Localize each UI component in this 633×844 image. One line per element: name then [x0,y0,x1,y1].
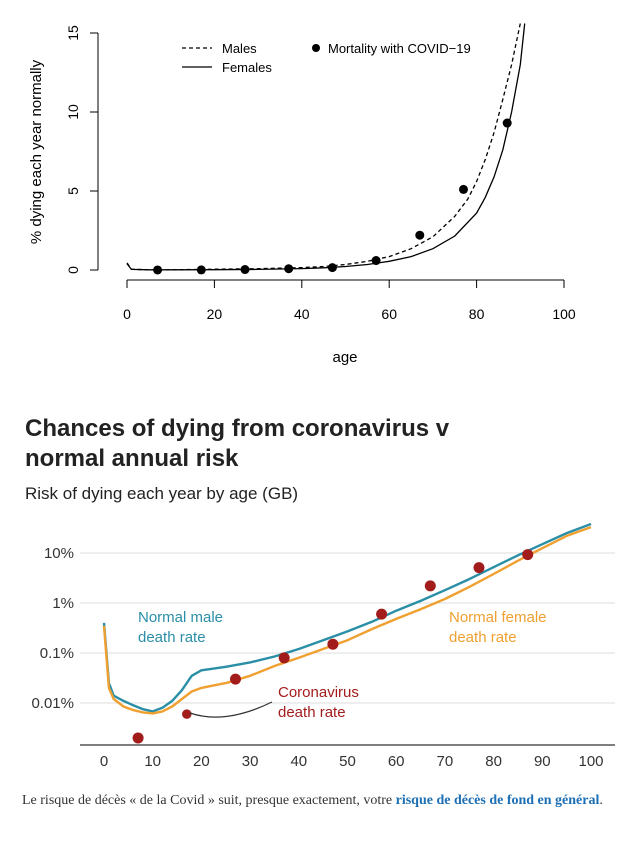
x-tick-label: 0 [123,306,131,322]
covid-point [278,652,290,664]
covid-point [180,707,194,721]
covid-point [371,256,381,266]
female-death-rate-line [102,525,592,715]
x-tick-label: 90 [534,753,551,770]
covid-point [327,638,339,650]
legend-males-label: Males [222,41,257,56]
annotation-male: Normal male death rate [138,609,223,646]
male-death-rate-line [102,522,592,713]
series-line-females [126,23,526,271]
x-tick-label: 80 [469,306,485,322]
annotation-female: Normal female death rate [449,609,547,646]
covid-point [522,549,534,561]
y-tick-label: 0.01% [31,695,74,712]
caption-end: . [599,793,603,808]
legend-covid-label: Mortality with COVID−19 [328,41,471,56]
y-tick-label: 0.1% [40,645,74,662]
series-line-males [126,23,521,271]
covid-point [132,732,144,744]
x-tick-label: 10 [144,753,161,770]
y-tick-label: 1% [52,595,74,612]
x-tick-label: 60 [381,306,397,322]
legend: Males Females Mortality with COVID−19 [182,41,471,75]
x-tick-label: 50 [339,753,356,770]
covid-point [502,118,512,128]
covid-point [424,580,436,592]
x-axis-label: age [332,349,357,366]
y-tick-label: 0 [65,266,81,274]
figure-caption: Le risque de décès « de la Covid » suit,… [22,790,622,812]
covid-point [376,608,388,620]
caption-link[interactable]: risque de décès de fond en général [395,793,600,808]
x-tick-label: 100 [578,753,603,770]
x-tick-label: 100 [552,306,576,322]
x-tick-label: 80 [485,753,502,770]
covid-point [229,673,241,685]
covid-point [458,184,468,194]
annotation-covid: Coronavirus death rate [278,684,359,721]
x-tick-label: 0 [100,753,108,770]
chart-log-mortality: Chances of dying from coronavirus v norm… [25,415,615,770]
gridlines [80,552,615,704]
covid-point [415,230,425,240]
x-tick-label: 70 [437,753,454,770]
y-axis: 0.01% 0.1% 1% 10% [31,545,74,712]
x-tick-label: 60 [388,753,405,770]
y-tick-label: 10 [65,104,81,120]
covid-point [240,265,250,275]
legend-covid-marker [312,44,320,52]
annotations: Normal male death rate Normal female death… [138,609,547,721]
annotation-covid-pointer [189,701,273,718]
caption-text: Le risque de décès « de la Covid » suit,… [22,793,396,808]
x-tick-label: 40 [290,753,307,770]
chart-title: Chances of dying from coronavirus v norm… [25,415,456,472]
x-tick-label: 20 [207,306,223,322]
covid-point [284,264,294,274]
x-axis: 0 20 40 60 80 100 [123,279,576,322]
covid-point [473,562,485,574]
covid-point [196,265,206,275]
x-axis: 0 10 20 30 40 50 60 70 80 90 100 [100,753,604,770]
legend-females-label: Females [222,60,272,75]
y-tick-label: 10% [44,545,74,562]
y-tick-label: 5 [65,187,81,195]
x-tick-label: 20 [193,753,210,770]
y-tick-label: 15 [65,25,81,41]
x-tick-label: 40 [294,306,310,322]
y-axis: 0 5 10 15 [65,25,99,274]
covid-point [153,265,163,275]
chart-subtitle: Risk of dying each year by age (GB) [25,484,298,503]
y-axis-label: % dying each year normally [28,59,45,244]
x-tick-label: 30 [242,753,259,770]
covid-point [327,263,337,273]
chart-linear-mortality: 0 5 10 15 0 20 40 60 80 100 % dying each year no… [28,23,576,366]
